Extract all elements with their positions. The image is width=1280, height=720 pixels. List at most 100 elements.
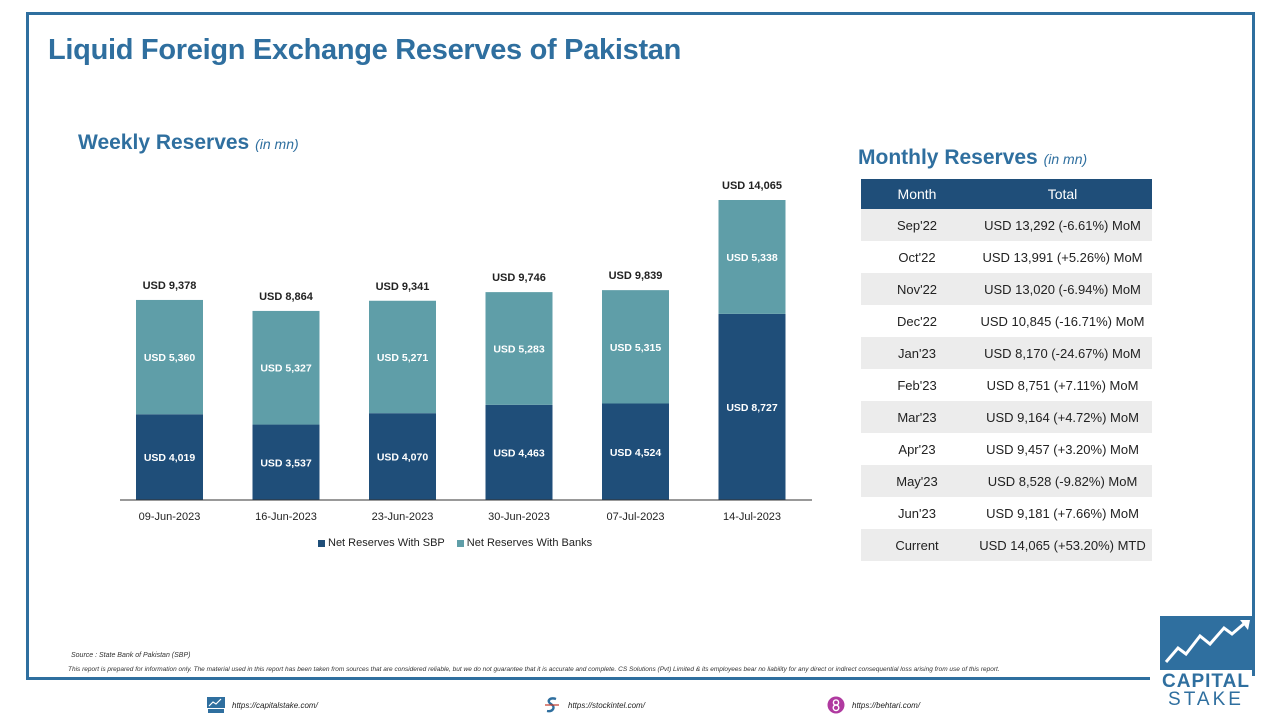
monthly-reserves-title: Monthly Reserves (in mn) [858,146,1087,170]
total-cell: USD 9,457 (+3.20%) MoM [973,433,1152,465]
footer-link-behtari[interactable]: https://behtari.com/ [826,696,920,714]
header-month: Month [861,179,973,209]
total-label: USD 9,839 [609,270,663,282]
monthly-reserves-table: Month Total Sep'22 USD 13,292 (-6.61%) Mo… [861,179,1152,561]
bar-banks [136,299,203,415]
bar-banks [485,292,553,405]
footer-link-text: https://behtari.com/ [852,700,921,710]
total-cell: USD 13,292 (-6.61%) MoM [973,209,1152,241]
legend-label-banks: Net Reserves With Banks [466,537,593,549]
x-tick-label: 30-Jun-2023 [488,511,550,523]
x-tick-label: 07-Jul-2023 [606,511,664,523]
total-cell: USD 8,528 (-9.82%) MoM [973,465,1152,497]
total-cell: USD 13,991 (+5.26%) MoM [973,241,1152,273]
x-tick-label: 09-Jun-2023 [139,511,201,523]
data-label-sbp: USD 3,537 [260,457,312,469]
month-cell: Apr'23 [861,433,973,465]
table-row: May'23 USD 8,528 (-9.82%) MoM [861,465,1152,497]
data-label-banks: USD 5,315 [610,342,662,354]
month-cell: Feb'23 [861,369,973,401]
table-row: Apr'23 USD 9,457 (+3.20%) MoM [861,433,1152,465]
footer-link-text: https://capitalstake.com/ [232,700,318,710]
chart-legend: Net Reserves With SBP Net Reserves With … [318,537,592,549]
data-label-banks: USD 5,338 [726,252,778,264]
header-total: Total [973,179,1152,209]
stockintel-icon [545,697,559,713]
data-label-banks: USD 5,271 [377,352,429,364]
month-cell: Jun'23 [861,497,973,529]
data-label-banks: USD 5,283 [493,343,545,355]
month-cell: Oct'22 [861,241,973,273]
legend-swatch-sbp [318,539,325,547]
month-cell: Current [861,529,973,561]
table-row: Nov'22 USD 13,020 (-6.94%) MoM [861,273,1152,305]
bar-banks [718,200,786,314]
weekly-reserves-title: Weekly Reserves (in mn) [78,131,299,155]
total-cell: USD 9,164 (+4.72%) MoM [973,401,1152,433]
total-cell: USD 8,170 (-24.67%) MoM [973,337,1152,369]
total-label: USD 14,065 [722,180,782,192]
x-tick-label: 23-Jun-2023 [372,511,434,523]
footer-link-stockintel[interactable]: https://stockintel.com/ [542,696,645,714]
table-row: Sep'22 USD 13,292 (-6.61%) MoM [861,209,1152,241]
month-cell: May'23 [861,465,973,497]
x-tick-label: 16-Jun-2023 [255,511,317,523]
table-row: Dec'22 USD 10,845 (-16.71%) MoM [861,305,1152,337]
total-label: USD 9,746 [492,272,546,284]
total-cell: USD 14,065 (+53.20%) MTD [973,529,1152,561]
bar-sbp [369,413,436,500]
footer-link-text: https://stockintel.com/ [568,700,645,710]
bar-banks [602,290,669,404]
legend-item-banks: Net Reserves With Banks [456,537,593,549]
page-title: Liquid Foreign Exchange Reserves of Paki… [48,34,682,66]
logo-chart-icon [1160,616,1252,670]
capitalstake-icon [207,697,225,713]
table-row: Current USD 14,065 (+53.20%) MTD [861,529,1152,561]
data-label-sbp: USD 4,019 [144,452,196,464]
data-label-sbp: USD 8,727 [726,402,778,414]
month-cell: Jan'23 [861,337,973,369]
legend-swatch-banks [456,539,464,547]
month-cell: Dec'22 [861,305,973,337]
legend-label-sbp: Net Reserves With SBP [328,537,445,549]
weekly-title-text: Weekly Reserves [78,131,250,154]
table-row: Feb'23 USD 8,751 (+7.11%) MoM [861,369,1152,401]
legend-item-sbp: Net Reserves With SBP [318,537,445,549]
bar-sbp [136,414,203,500]
logo-text-capital: CAPITAL [1162,671,1250,692]
capital-stake-logo: CAPITAL STAKE [1160,616,1252,709]
total-cell: USD 9,181 (+7.66%) MoM [973,497,1152,529]
data-label-sbp: USD 4,070 [377,452,429,464]
month-cell: Nov'22 [861,273,973,305]
table-row: Jun'23 USD 9,181 (+7.66%) MoM [861,497,1152,529]
bar-sbp [485,404,553,500]
data-label-sbp: USD 4,463 [493,447,545,459]
logo-text-stake: STAKE [1168,689,1244,710]
disclaimer: This report is prepared for information … [68,666,1000,673]
data-label-banks: USD 5,360 [144,352,196,364]
bar-sbp [602,403,669,500]
source-note: Source : State Bank of Pakistan (SBP) [71,652,191,659]
weekly-title-unit: (in mn) [255,136,299,152]
total-label: USD 8,864 [259,291,314,303]
bar-banks [252,310,320,425]
table-header-row: Month Total [861,179,1152,209]
report-frame [26,12,1255,680]
monthly-title-text: Monthly Reserves [858,146,1038,169]
table-row: Oct'22 USD 13,991 (+5.26%) MoM [861,241,1152,273]
bar-banks [369,300,436,414]
bar-sbp [718,313,786,500]
month-cell: Mar'23 [861,401,973,433]
monthly-title-unit: (in mn) [1043,151,1088,167]
footer-link-capitalstake[interactable]: https://capitalstake.com/ [206,696,318,714]
total-label: USD 9,378 [143,280,197,292]
table-row: Jan'23 USD 8,170 (-24.67%) MoM [861,337,1152,369]
behtari-icon [827,696,845,714]
total-label: USD 9,341 [376,281,430,293]
total-cell: USD 8,751 (+7.11%) MoM [973,369,1152,401]
x-tick-label: 14-Jul-2023 [723,511,781,523]
data-label-banks: USD 5,327 [260,363,312,375]
total-cell: USD 13,020 (-6.94%) MoM [973,273,1152,305]
bar-sbp [252,424,320,500]
month-cell: Sep'22 [861,209,973,241]
